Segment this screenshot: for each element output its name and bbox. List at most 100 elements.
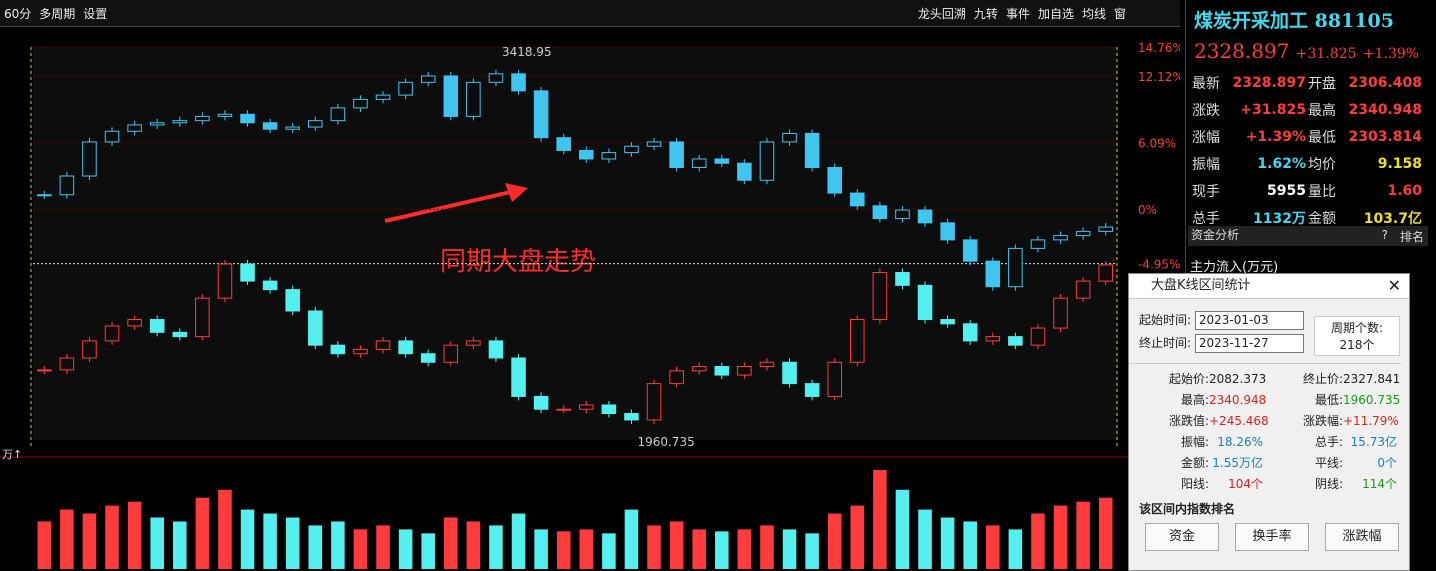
- candle: [420, 353, 436, 363]
- volume-bar: [556, 531, 571, 569]
- candle: [308, 310, 323, 346]
- candle: [714, 366, 730, 376]
- dialog-title: 大盘K线区间统计: [1129, 274, 1409, 299]
- candle: [714, 158, 730, 164]
- stat-value: 1.60: [1387, 182, 1422, 199]
- rank[interactable]: 排名: [1399, 230, 1424, 244]
- stat-label: 振幅: [1192, 156, 1220, 173]
- candle: [872, 272, 888, 321]
- candle: [330, 344, 346, 355]
- stat-value: +31.825: [1240, 101, 1306, 118]
- close[interactable]: ✕: [1387, 276, 1401, 295]
- candle: [940, 319, 955, 325]
- candle: [827, 361, 842, 397]
- candle: [962, 323, 978, 342]
- tool[interactable]: 60分: [4, 7, 32, 21]
- volume-bar: [37, 521, 52, 569]
- stat-value: 9.158: [1377, 155, 1422, 172]
- candle: [940, 222, 955, 241]
- candle: [172, 331, 188, 338]
- volume-bar: [669, 521, 684, 569]
- stat-value: 2340.948: [1348, 101, 1422, 118]
- stat-value: 5955: [1267, 182, 1306, 199]
- arrow: [384, 189, 516, 223]
- tool[interactable]: 设置: [83, 7, 108, 21]
- tool[interactable]: 多周期: [39, 7, 76, 21]
- stat-value: 1960.735: [1343, 392, 1401, 407]
- start-date[interactable]: 2023-01-03: [1194, 311, 1304, 330]
- candle: [511, 73, 526, 92]
- candle: [398, 81, 413, 96]
- y-tick-label: 6.09%: [1138, 136, 1176, 150]
- candle: [127, 319, 142, 327]
- candle: [895, 272, 910, 286]
- candle: [82, 141, 97, 177]
- candle: [195, 115, 210, 122]
- plot-bg: [33, 47, 1117, 440]
- volume-bar: [760, 525, 774, 569]
- stat-label: 最高: [1308, 102, 1336, 119]
- stat-label: 开盘: [1308, 75, 1336, 92]
- volume-bar: [782, 529, 797, 569]
- y-tick-label: -4.95%: [1138, 258, 1180, 272]
- candle: [240, 113, 255, 124]
- candle: [1098, 264, 1113, 282]
- candle: [59, 175, 75, 196]
- stat-label: 最低:: [1314, 393, 1343, 407]
- candle: [285, 289, 300, 312]
- tool[interactable]: 事件: [1005, 7, 1030, 21]
- tool[interactable]: 龙头回溯: [917, 7, 966, 21]
- stat-value: 2306.408: [1348, 74, 1422, 91]
- pct: +1.39%: [1362, 46, 1420, 62]
- low-label: 1960.735: [637, 435, 694, 449]
- end-date[interactable]: 2023-11-27: [1194, 334, 1304, 353]
- button[interactable]: 换手率: [1235, 523, 1309, 551]
- stat-value: 2082.373: [1209, 371, 1267, 386]
- button[interactable]: 资金: [1145, 523, 1219, 551]
- help[interactable]: ?: [1381, 228, 1388, 242]
- stat-label: 金额: [1308, 210, 1336, 227]
- volume-bar: [489, 525, 503, 569]
- candle: [375, 340, 391, 350]
- volume-bar: [150, 517, 164, 569]
- candle: [1030, 327, 1046, 346]
- tool[interactable]: 加自选: [1037, 7, 1074, 21]
- volume-bar: [308, 525, 323, 569]
- candle: [691, 158, 707, 168]
- volume-bar: [873, 469, 887, 569]
- candle: [646, 383, 662, 421]
- candle: [827, 166, 842, 194]
- candle: [985, 336, 1001, 342]
- stat-label: 阳线:: [1180, 477, 1209, 491]
- candle: [804, 383, 820, 397]
- candle: [308, 120, 323, 128]
- candle: [601, 404, 617, 415]
- candle: [533, 90, 549, 139]
- stat-label: 最新: [1192, 75, 1220, 92]
- candle: [1075, 230, 1091, 237]
- volume-bar: [918, 509, 932, 569]
- candle: [104, 130, 120, 143]
- stat-label: 涨跌幅:: [1302, 414, 1343, 428]
- y-tick-label: 12.12%: [1138, 70, 1180, 84]
- stat-value: 1.62%: [1257, 155, 1306, 172]
- volume-bar: [218, 489, 232, 569]
- volume-bar: [895, 489, 910, 569]
- volume-bar: [827, 513, 842, 569]
- toolbar: 60分 多周期 设置 龙头回溯 九转 事件 加自选 均线窗: [0, 0, 1180, 27]
- tool[interactable]: 九转: [973, 7, 998, 21]
- button[interactable]: 涨跌幅: [1325, 523, 1399, 551]
- volume-bar: [376, 525, 390, 569]
- candle: [850, 319, 865, 363]
- stat-row: 阳线: 104个 阴线: 114个: [1129, 473, 1401, 494]
- tool[interactable]: 均线: [1081, 7, 1106, 21]
- date-range: 起始时间: 2023-01-03 终止时间: 2023-11-27 周期个数: 2…: [1129, 299, 1409, 356]
- stat-value: 2328.897: [1232, 74, 1306, 91]
- candle: [195, 297, 210, 338]
- name: 煤炭开采加工: [1194, 10, 1309, 32]
- tool[interactable]: 窗: [1113, 7, 1126, 21]
- stat-value: 114个: [1362, 477, 1397, 491]
- candle: [1098, 226, 1113, 232]
- volume-bar: [353, 529, 368, 569]
